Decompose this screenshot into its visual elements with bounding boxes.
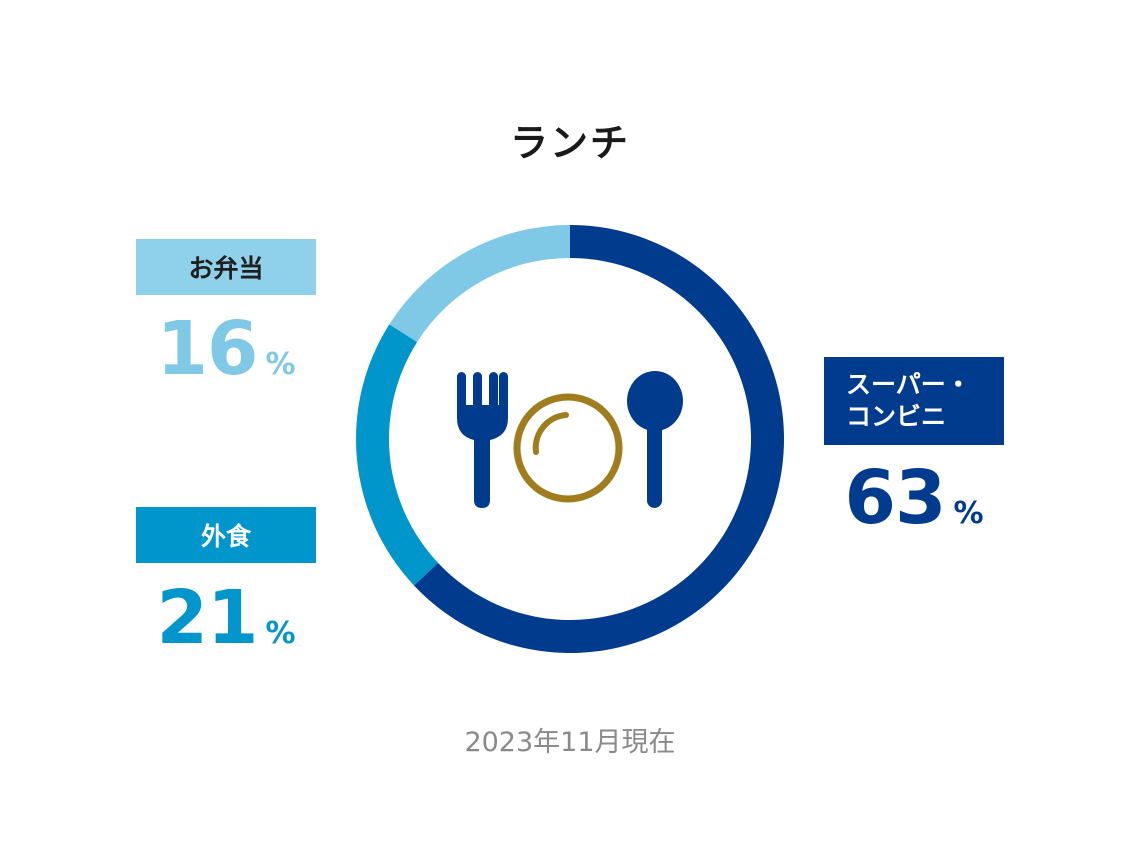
- label-super-line2: コンビニ: [846, 402, 947, 431]
- label-bento: お弁当: [136, 239, 316, 295]
- pct-super: 63 %: [824, 455, 1004, 541]
- label-gaishoku: 外食: [136, 507, 316, 563]
- pct-super-value: 63: [844, 455, 946, 541]
- donut-slice-2: [389, 225, 570, 343]
- pct-bento-value: 16: [156, 306, 258, 392]
- donut-slices: [356, 225, 784, 653]
- pct-bento-unit: %: [265, 347, 296, 382]
- date-note: 2023年11月現在: [464, 727, 676, 758]
- pct-super-unit: %: [953, 496, 984, 531]
- fork-icon: [457, 372, 508, 508]
- label-super-line1: スーパー・: [846, 370, 971, 399]
- pct-gaishoku: 21 %: [136, 575, 316, 661]
- pct-gaishoku-value: 21: [156, 575, 258, 661]
- label-super-konbini: スーパー・ コンビニ: [824, 357, 1004, 445]
- donut-slice-1: [356, 324, 439, 586]
- chart-title: ランチ: [509, 121, 630, 165]
- spoon-icon: [627, 371, 683, 508]
- pct-gaishoku-unit: %: [265, 616, 296, 651]
- plate-icon: [513, 393, 623, 503]
- pct-bento: 16 %: [136, 306, 316, 392]
- donut-slice-0: [414, 225, 784, 653]
